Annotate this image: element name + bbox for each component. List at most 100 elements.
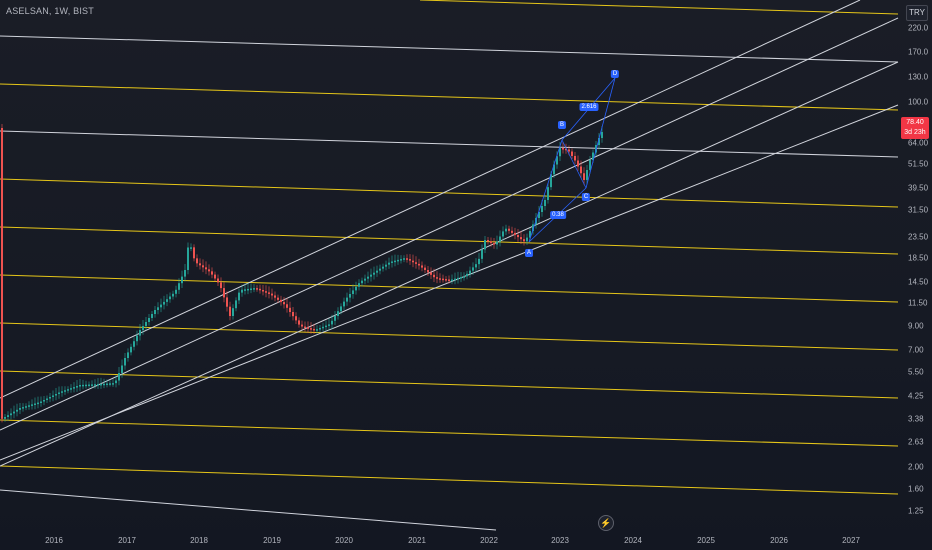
trend-line[interactable]	[0, 61, 899, 467]
candle-body	[463, 276, 465, 278]
trend-line[interactable]	[0, 35, 899, 63]
pattern-leg[interactable]	[561, 139, 587, 189]
candle-body	[430, 272, 432, 275]
candle-body	[298, 320, 300, 325]
candle-body	[49, 397, 51, 399]
candle-body	[343, 301, 345, 307]
candle-body	[505, 228, 507, 232]
ratio-label-bc: 0.38	[550, 211, 566, 219]
candle-body	[226, 297, 228, 307]
trend-line[interactable]	[0, 0, 861, 399]
horizontal-level-line[interactable]	[0, 226, 899, 255]
trend-line[interactable]	[0, 130, 899, 158]
candle-body	[340, 306, 342, 312]
candle-body	[40, 401, 42, 403]
candle-body	[136, 335, 138, 342]
candle-body	[124, 358, 126, 366]
candle-body	[274, 295, 276, 298]
trend-line[interactable]	[0, 489, 497, 531]
candle-body	[364, 278, 366, 281]
currency-button[interactable]: TRY	[906, 5, 928, 21]
horizontal-level-line[interactable]	[0, 419, 899, 447]
candle-body	[484, 240, 486, 250]
candle-body	[211, 271, 213, 275]
candle-body	[370, 274, 372, 277]
candle-body	[556, 156, 558, 165]
candle-body	[418, 263, 420, 266]
candle-body	[214, 274, 216, 279]
candle-body	[514, 232, 516, 235]
candle-body	[544, 200, 546, 206]
candle-body	[115, 380, 117, 384]
horizontal-level-line[interactable]	[0, 274, 899, 303]
candle-body	[553, 164, 555, 175]
time-tick-label: 2019	[263, 536, 281, 545]
candle-body	[361, 280, 363, 284]
candle-body	[289, 307, 291, 312]
candle-body	[262, 290, 264, 292]
candle-body	[85, 384, 87, 387]
candle-body	[547, 187, 549, 200]
candle-body	[205, 267, 207, 270]
candle-body	[445, 279, 447, 281]
candle-body	[301, 324, 303, 327]
pattern-leg[interactable]	[528, 139, 563, 243]
candle-body	[229, 306, 231, 316]
candle-body	[79, 385, 81, 387]
horizontal-level-line[interactable]	[0, 83, 899, 111]
candle-body	[433, 274, 435, 278]
candle-body	[598, 138, 600, 145]
horizontal-level-line[interactable]	[0, 465, 899, 495]
horizontal-level-line[interactable]	[0, 370, 899, 399]
candle-body	[175, 289, 177, 294]
abcd-pattern	[528, 77, 616, 243]
time-axis[interactable]	[0, 530, 932, 550]
wave-label-d: D	[610, 70, 620, 78]
candle-body	[487, 240, 489, 242]
trend-line[interactable]	[0, 17, 899, 431]
candle-body	[253, 288, 255, 290]
candle-body	[574, 156, 576, 161]
candle-body	[316, 329, 318, 331]
candle-body	[31, 404, 33, 406]
candle-body	[454, 278, 456, 281]
candle-body	[469, 270, 471, 274]
candle-body	[571, 151, 573, 156]
candle-body	[292, 312, 294, 317]
price-tick-label: 3.38	[908, 414, 924, 424]
candle-body	[145, 322, 147, 326]
horizontal-level-line[interactable]	[419, 0, 899, 15]
price-tick-label: 220.0	[908, 23, 929, 33]
lightning-icon[interactable]: ⚡	[598, 515, 614, 531]
candle-body	[265, 291, 267, 293]
horizontal-level-line[interactable]	[0, 178, 899, 208]
candle-body	[379, 268, 381, 271]
time-tick-label: 2021	[408, 536, 426, 545]
candle-body	[448, 279, 450, 281]
wave-label-a: A	[524, 249, 534, 257]
candle-body	[373, 272, 375, 275]
price-tick-label: 14.50	[908, 277, 929, 287]
candle-body	[550, 174, 552, 188]
candle-body	[244, 289, 246, 291]
candle-body	[328, 324, 330, 326]
candle-body	[502, 231, 504, 237]
candle-body	[43, 400, 45, 402]
pattern-leg[interactable]	[585, 77, 616, 189]
candle-body	[277, 297, 279, 300]
candle-body	[412, 260, 414, 263]
candle-body	[388, 262, 390, 265]
time-tick-label: 2017	[118, 536, 136, 545]
candle-body	[160, 304, 162, 308]
horizontal-level-line[interactable]	[0, 322, 899, 351]
candle-body	[121, 365, 123, 373]
price-tick-label: 2.63	[908, 437, 924, 447]
candle-body	[472, 267, 474, 271]
price-tick-label: 5.50	[908, 367, 924, 377]
price-tick-label: 23.50	[908, 232, 929, 242]
time-tick-label: 2016	[45, 536, 63, 545]
candle-body	[280, 299, 282, 303]
candle-body	[217, 278, 219, 283]
